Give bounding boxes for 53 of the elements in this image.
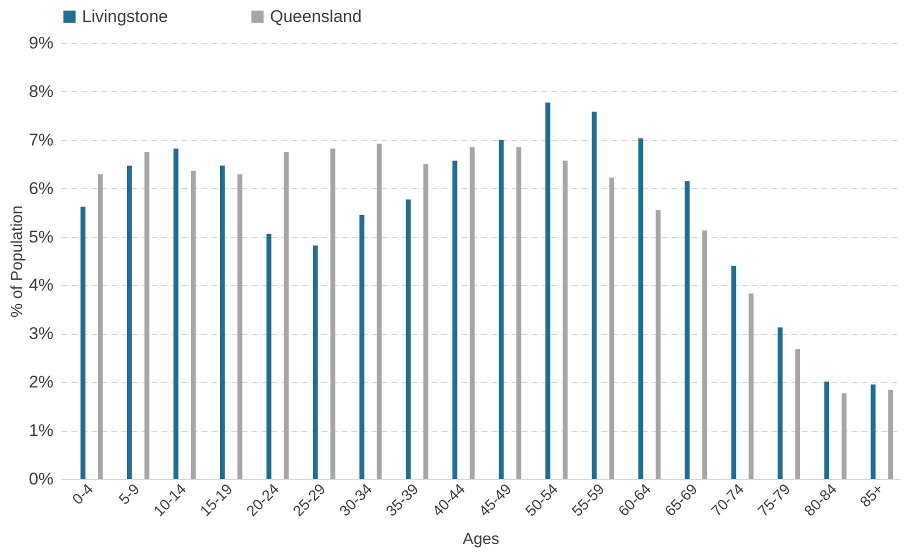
bar — [498, 140, 504, 479]
y-tick-label: 2% — [28, 372, 54, 392]
y-axis-title: % of Population — [8, 205, 26, 318]
x-tick-label: 0-4 — [69, 480, 97, 508]
bar — [609, 178, 614, 479]
bar — [748, 293, 754, 479]
bar — [127, 166, 132, 479]
bar — [330, 148, 336, 479]
bar — [684, 181, 690, 479]
bar — [452, 160, 458, 479]
bar — [406, 199, 411, 479]
bar — [423, 164, 428, 479]
bar — [98, 174, 103, 479]
x-tick-label: 5-9 — [116, 480, 144, 508]
bar — [638, 138, 644, 479]
y-tick-label: 4% — [28, 276, 54, 295]
bar — [731, 266, 736, 479]
bar — [656, 210, 661, 479]
bar — [173, 148, 178, 479]
y-tick-label: 7% — [28, 130, 54, 150]
bar — [824, 382, 830, 479]
bar — [359, 214, 364, 479]
bar — [237, 174, 242, 479]
bar — [795, 349, 800, 479]
x-tick-label: 85+ — [856, 480, 888, 511]
x-axis-title: Ages — [462, 531, 500, 548]
y-tick-label: 0% — [28, 470, 54, 488]
bar — [190, 170, 196, 479]
bar — [80, 206, 86, 479]
bar — [266, 234, 272, 479]
bar — [220, 166, 225, 479]
bar — [888, 390, 894, 479]
bar — [545, 102, 550, 479]
bar — [778, 327, 783, 479]
bar — [516, 147, 522, 479]
bar — [870, 384, 876, 479]
bar — [702, 230, 708, 479]
bar — [284, 152, 289, 479]
bar — [842, 393, 847, 479]
bar — [562, 160, 568, 479]
bar — [592, 112, 597, 479]
bar — [470, 147, 475, 479]
legend-label: Queensland — [270, 6, 362, 26]
y-tick-label: 3% — [28, 324, 54, 344]
y-tick-label: 5% — [28, 227, 54, 246]
y-tick-label: 9% — [28, 34, 54, 52]
legend-label: Livingstone — [82, 6, 168, 26]
y-tick-label: 6% — [28, 178, 54, 198]
y-tick-label: 8% — [28, 82, 54, 101]
y-tick-label: 1% — [28, 421, 54, 440]
bar — [312, 246, 318, 479]
bar — [376, 144, 382, 479]
bar — [144, 152, 150, 479]
